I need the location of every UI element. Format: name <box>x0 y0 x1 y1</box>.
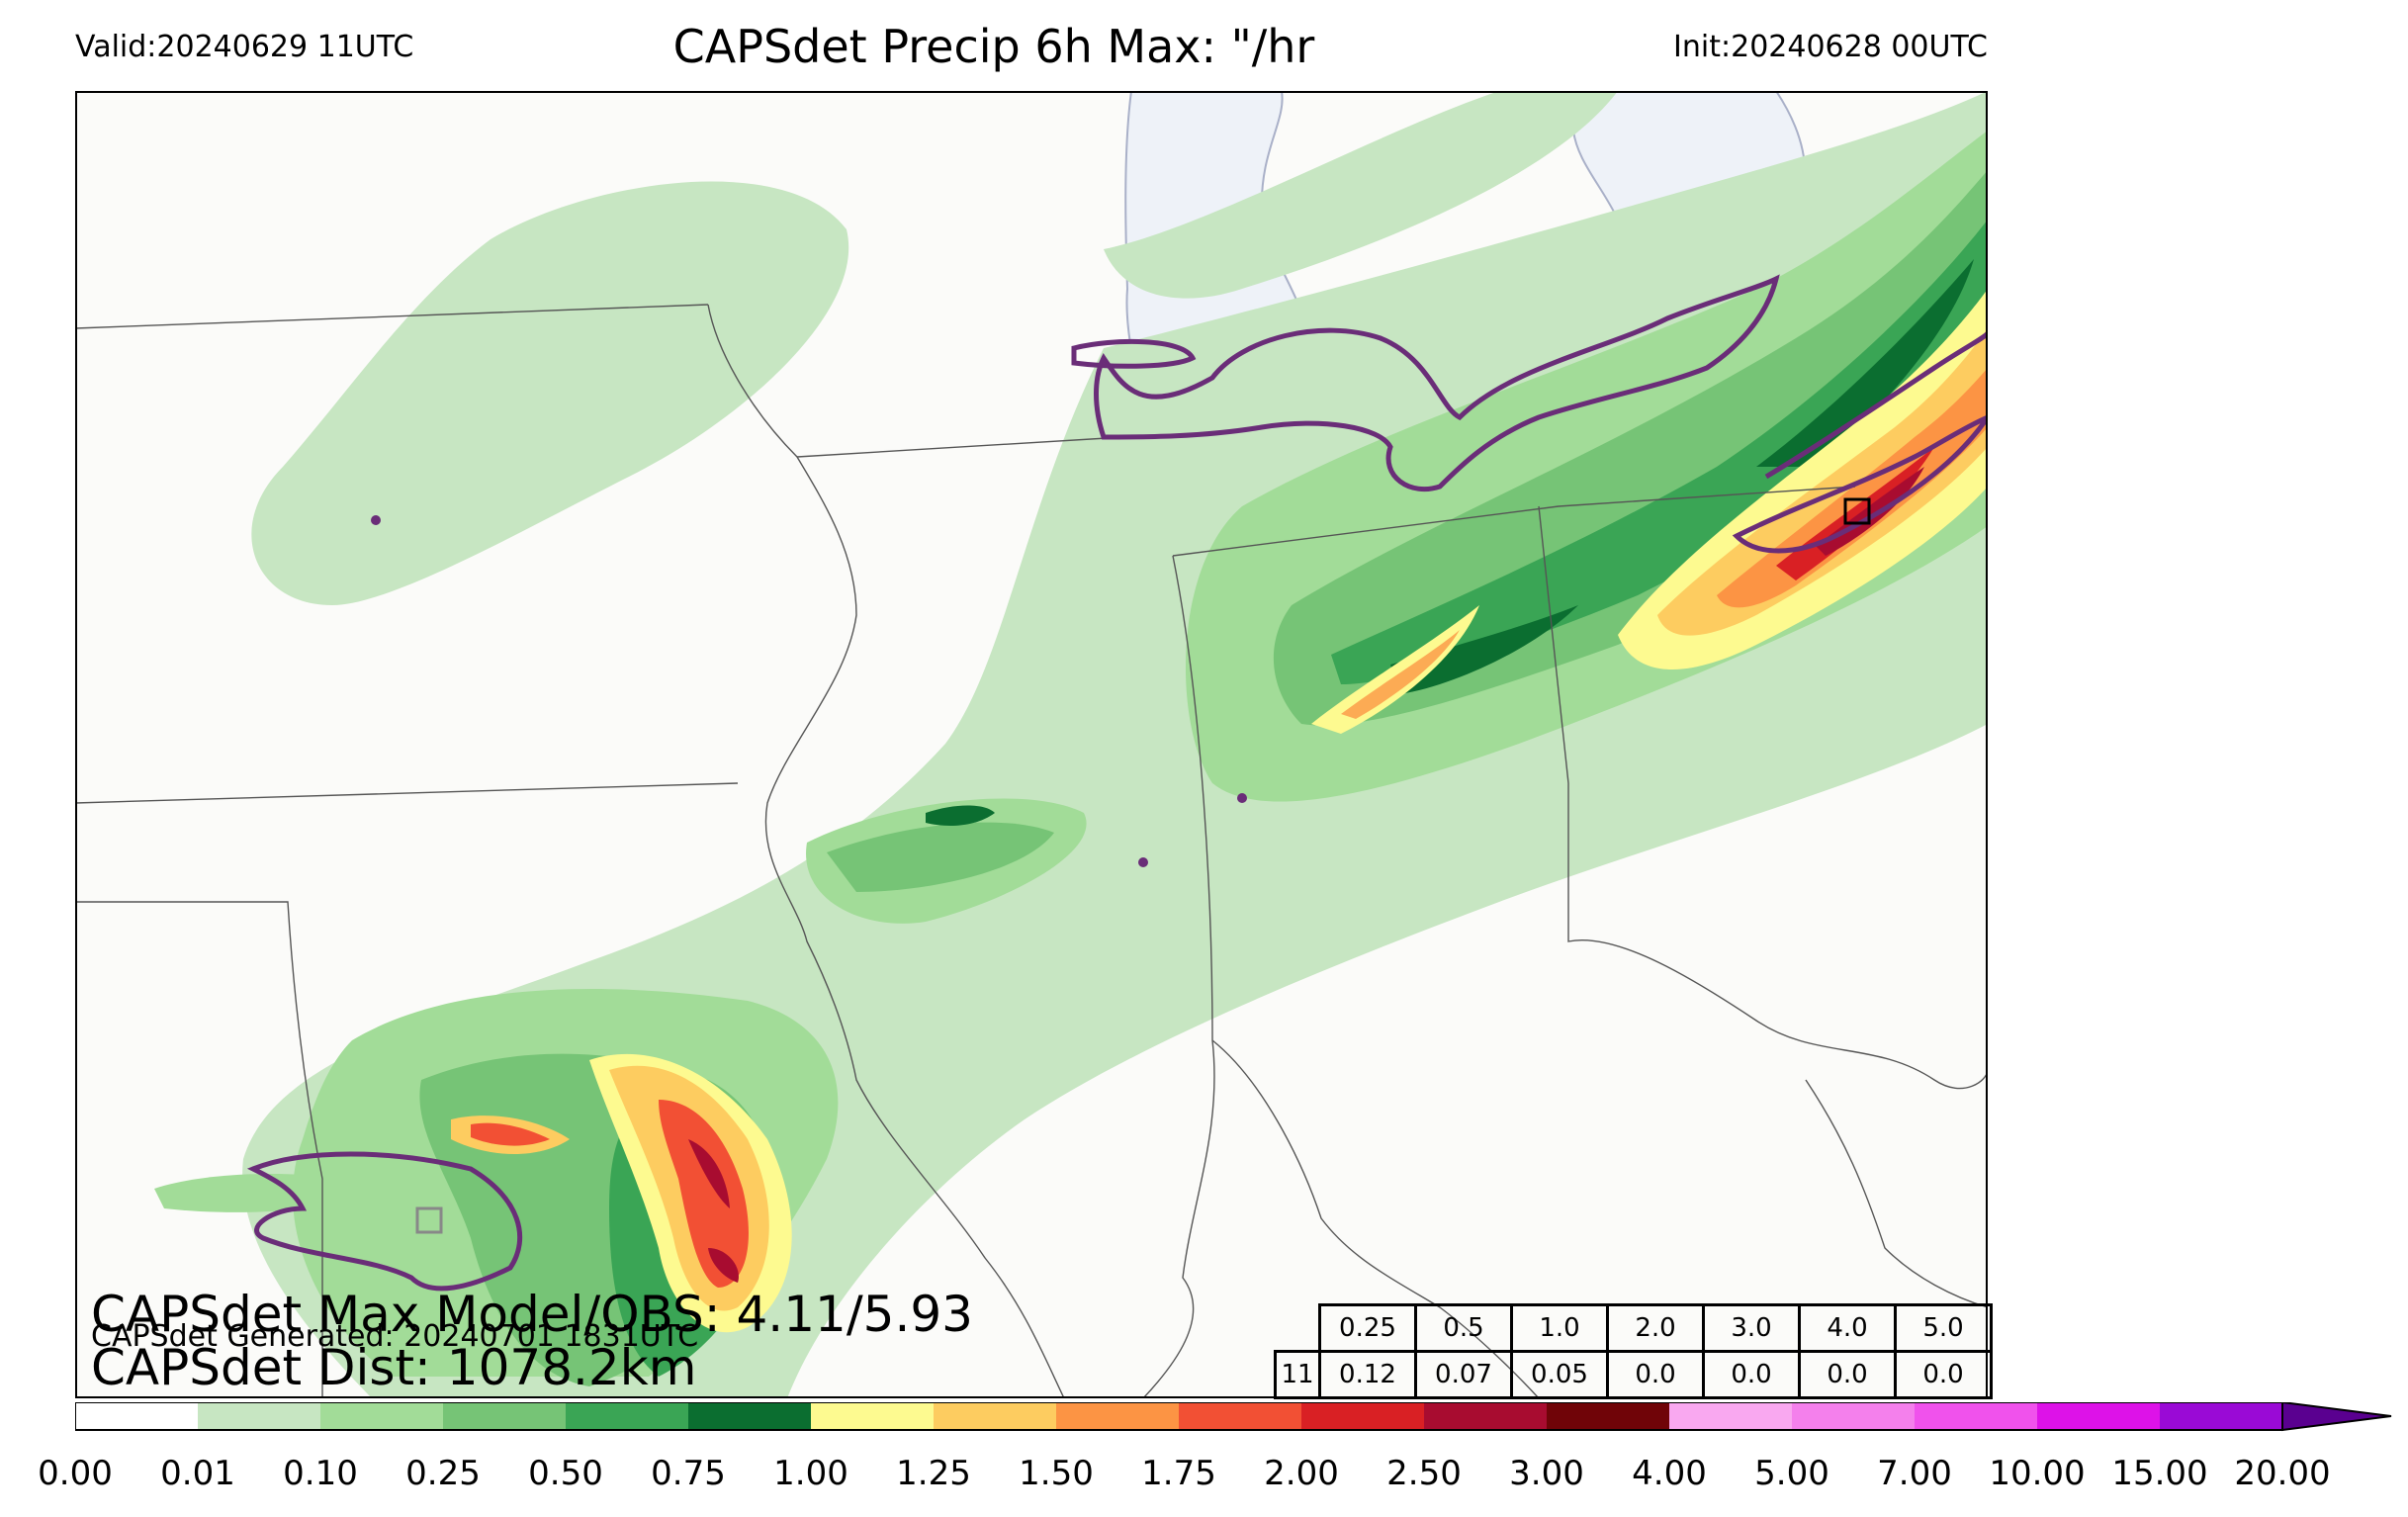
colorbar-tick-label: 1.50 <box>1019 1454 1094 1493</box>
value-cell: 0.0 <box>1606 1350 1705 1399</box>
colorbar-segment <box>1669 1402 1792 1430</box>
precip-darkest-green <box>926 259 1974 826</box>
colorbar-segment <box>1547 1402 1669 1430</box>
colorbar-tick-label: 7.00 <box>1877 1454 1952 1493</box>
value-cell: 0.05 <box>1510 1350 1609 1399</box>
value-cell: 0.0 <box>1702 1350 1801 1399</box>
colorbar-segment <box>811 1402 934 1430</box>
row-label: 11 <box>1274 1350 1321 1399</box>
colorbar-segment <box>1056 1402 1179 1430</box>
colorbar-frame <box>75 1402 2283 1431</box>
colorbar-tick-label: 10.00 <box>1989 1454 2086 1493</box>
colorbar-tick-label: 0.00 <box>38 1454 113 1493</box>
colorbar-segment <box>1424 1402 1547 1430</box>
colorbar-segment <box>443 1402 566 1430</box>
value-cell: 0.0 <box>1894 1350 1993 1399</box>
colorbar-tick-label: 0.75 <box>651 1454 726 1493</box>
colorbar-segment <box>688 1402 811 1430</box>
value-cell: 0.07 <box>1414 1350 1513 1399</box>
colorbar-tick-label: 1.00 <box>773 1454 848 1493</box>
precip-heavy-sw <box>451 1053 792 1333</box>
distance-label: CAPSdet Dist: 1078.2km <box>91 1339 697 1396</box>
colorbar-segment <box>75 1402 198 1430</box>
colorbar-segment <box>1792 1402 1915 1430</box>
colorbar-tick-label: 0.10 <box>283 1454 358 1493</box>
colorbar-segment <box>1301 1402 1424 1430</box>
colorbar <box>75 1402 2392 1432</box>
generated-label: CAPSdet Generated: 20240701 1831UTC <box>91 1319 699 1354</box>
stats-block: CAPSdet Max Model/OBS: 4.11/5.93 CAPSdet… <box>91 1286 981 1396</box>
colorbar-tick-label: 15.00 <box>2111 1454 2208 1493</box>
obs-marker <box>1138 857 1148 867</box>
threshold-cell: 0.25 <box>1318 1303 1417 1353</box>
colorbar-segment <box>1915 1402 2037 1430</box>
colorbar-segment <box>2037 1402 2160 1430</box>
threshold-cell: 5.0 <box>1894 1303 1993 1353</box>
colorbar-tick-label: 3.00 <box>1509 1454 1584 1493</box>
valid-time-label: Valid:20240629 11UTC <box>75 30 414 64</box>
colorbar-segment <box>198 1402 320 1430</box>
colorbar-segment <box>566 1402 688 1430</box>
colorbar-tick-label: 0.25 <box>405 1454 481 1493</box>
colorbar-tick-label: 4.00 <box>1632 1454 1707 1493</box>
threshold-table: 0.25 0.5 1.0 2.0 3.0 4.0 5.0 11 0.12 0.0… <box>1274 1303 1993 1399</box>
threshold-cell: 3.0 <box>1702 1303 1801 1353</box>
colorbar-tick-label: 1.25 <box>896 1454 971 1493</box>
colorbar-extend-arrow <box>2281 1402 2392 1432</box>
chart-title: CAPSdet Precip 6h Max: "/hr <box>672 20 1315 73</box>
colorbar-tick-label: 0.50 <box>528 1454 603 1493</box>
colorbar-segment <box>2160 1402 2282 1430</box>
model-max-marker <box>1843 497 1871 525</box>
precip-map <box>75 91 1988 1398</box>
threshold-value-row: 11 0.12 0.07 0.05 0.0 0.0 0.0 0.0 <box>1274 1350 1993 1399</box>
threshold-cell: 0.5 <box>1414 1303 1513 1353</box>
colorbar-segment <box>320 1402 443 1430</box>
threshold-cell: 1.0 <box>1510 1303 1609 1353</box>
colorbar-tick-label: 2.00 <box>1264 1454 1339 1493</box>
threshold-cell: 2.0 <box>1606 1303 1705 1353</box>
colorbar-segment <box>1179 1402 1301 1430</box>
max-model-obs-label: CAPSdet Max Model/OBS: 4.11/5.93 <box>91 1286 973 1343</box>
colorbar-tick-label: 5.00 <box>1754 1454 1829 1493</box>
value-cell: 0.0 <box>1798 1350 1897 1399</box>
colorbar-segment <box>934 1402 1056 1430</box>
colorbar-tick-label: 20.00 <box>2234 1454 2331 1493</box>
obs-marker <box>1237 793 1247 803</box>
obs-max-marker <box>415 1206 443 1234</box>
value-cell: 0.12 <box>1318 1350 1417 1399</box>
threshold-header-row: 0.25 0.5 1.0 2.0 3.0 4.0 5.0 <box>1276 1303 1993 1353</box>
colorbar-tick-label: 1.75 <box>1141 1454 1216 1493</box>
colorbar-tick-label: 2.50 <box>1386 1454 1462 1493</box>
init-time-label: Init:20240628 00UTC <box>1673 30 1988 64</box>
obs-marker <box>371 515 381 525</box>
colorbar-tick-label: 0.01 <box>160 1454 235 1493</box>
threshold-cell: 4.0 <box>1798 1303 1897 1353</box>
